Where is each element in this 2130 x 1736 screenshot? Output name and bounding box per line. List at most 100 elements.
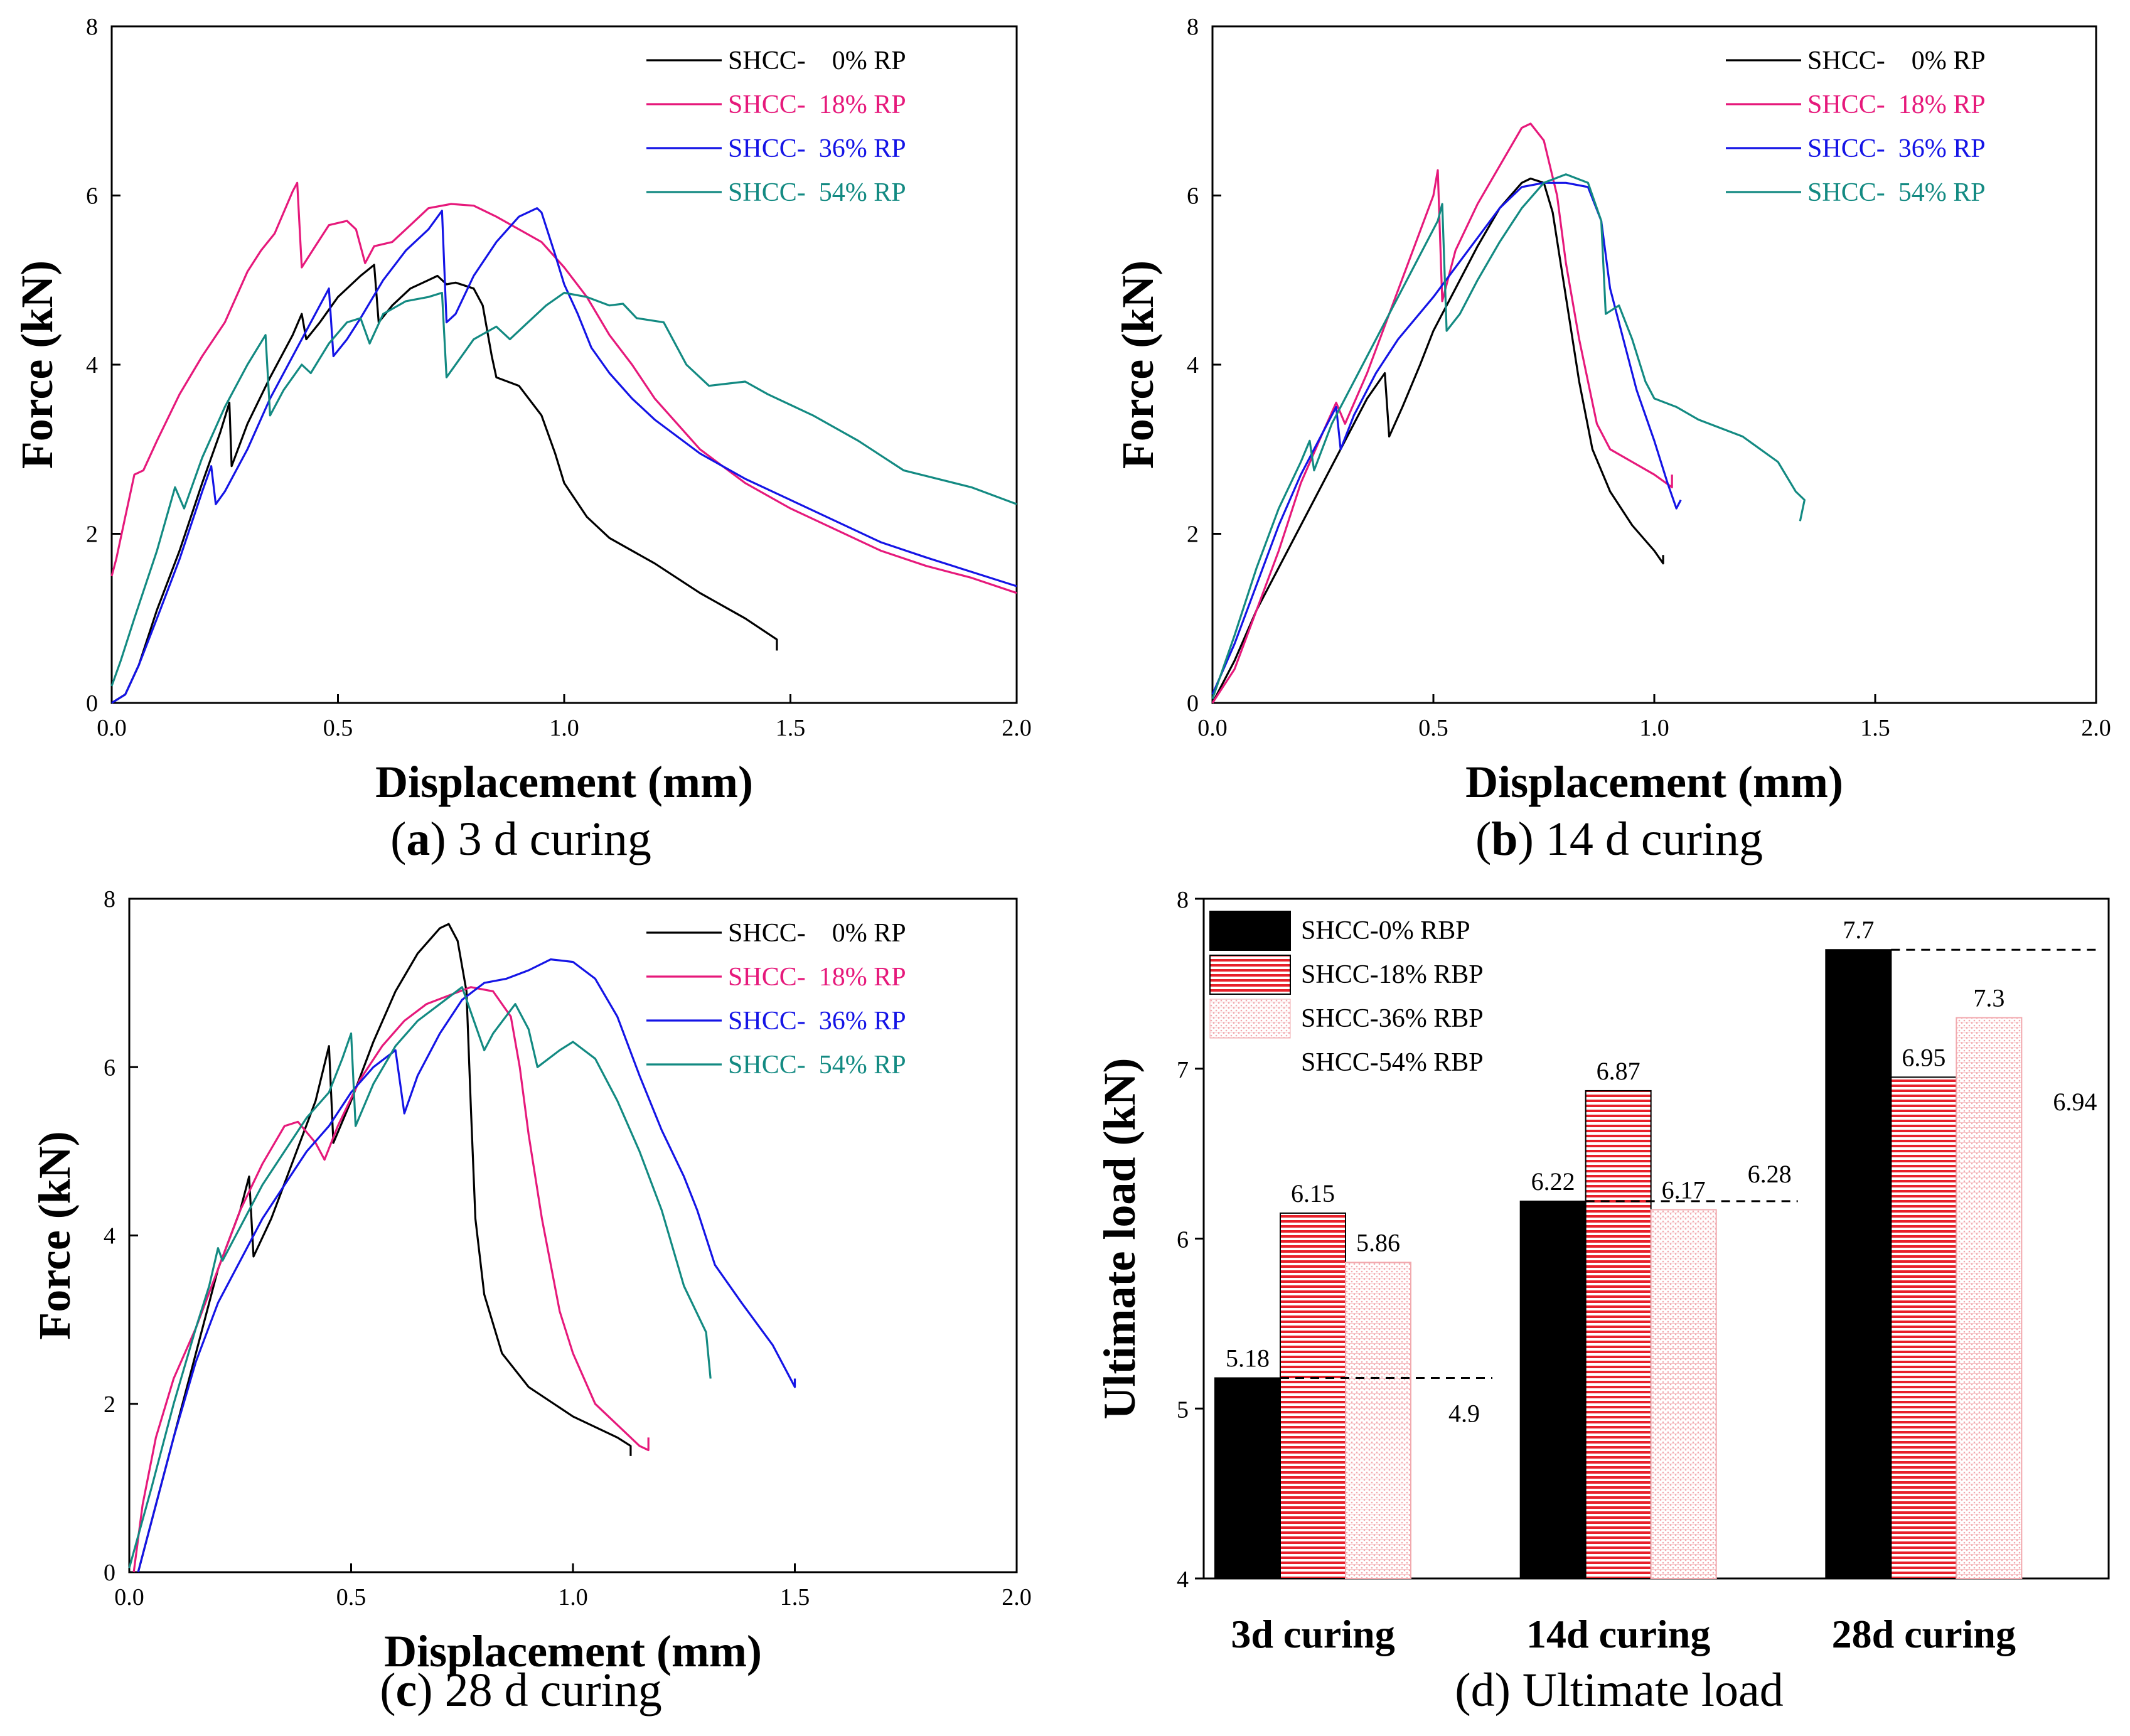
y-axis-title: Force (kN) [1113, 260, 1163, 469]
y-tick-label: 6 [86, 183, 98, 210]
x-tick-label: 1.5 [776, 715, 806, 741]
bar-value-label: 6.22 [1531, 1167, 1575, 1196]
legend-swatch [1209, 999, 1291, 1039]
y-tick-label: 0 [1187, 690, 1199, 717]
legend-label: SHCC-54% RBP [1301, 1048, 1484, 1077]
x-tick-label: 0.5 [336, 1584, 367, 1610]
y-axis-title: Ultimate load (kN) [1094, 1058, 1145, 1420]
legend-label: SHCC-36% RBP [1301, 1004, 1484, 1033]
legend-label: SHCC- 18% RP [1807, 90, 1986, 119]
y-tick-label: 8 [86, 14, 98, 40]
panel-c-force-displacement-28d: 0.0 0.5 1.0 1.5 2.0 0 2 4 6 8 Displacement (mm) For… [29, 886, 1032, 1717]
x-tick-label: 0.5 [1418, 715, 1448, 741]
bar-value-label: 6.17 [1662, 1176, 1706, 1204]
x-axis-title: Displacement (mm) [375, 757, 753, 807]
y-tick-label: 8 [1187, 14, 1199, 40]
bar-1 [1825, 949, 1892, 1579]
y-tick-label: 4 [104, 1223, 115, 1250]
bar-2 [1890, 1076, 1957, 1579]
panel-caption: (a) 3 d curing [390, 813, 651, 865]
bar-value-label: 5.86 [1356, 1228, 1400, 1256]
bar-value-label: 6.15 [1291, 1179, 1335, 1208]
x-tick-label: 1.0 [549, 715, 579, 741]
y-tick-label: 8 [1177, 887, 1189, 913]
bar-4-value-label: 4.9 [1448, 1400, 1480, 1428]
bar-4-value-label: 6.94 [2053, 1088, 2097, 1116]
series-line-1 [137, 923, 632, 1573]
y-tick-label: 4 [86, 352, 98, 378]
x-tick-label: 2.0 [1002, 1584, 1032, 1610]
x-tick-label: 2.0 [1002, 715, 1032, 741]
category-label: 28d curing [1832, 1612, 2016, 1656]
bar-3 [1345, 1262, 1411, 1580]
bar-value-label: 7.3 [1973, 984, 2004, 1012]
legend-label: SHCC- 0% RP [1807, 46, 1986, 75]
series-line-2 [1211, 122, 1673, 704]
panel-b-force-displacement-14d: 0.0 0.5 1.0 1.5 2.0 0 2 4 6 8 Displacement (mm) For… [1113, 14, 2111, 865]
x-tick-label: 0.0 [114, 1584, 144, 1610]
x-tick-label: 1.5 [780, 1584, 810, 1610]
y-tick-label: 6 [1187, 183, 1199, 210]
panel-caption: (b) 14 d curing [1475, 813, 1763, 865]
x-tick-label: 1.5 [1860, 715, 1890, 741]
series-line-3 [137, 958, 796, 1573]
bar-value-label: 7.7 [1843, 916, 1874, 944]
legend-swatch [1209, 955, 1291, 995]
legend-label: SHCC- 0% RP [728, 919, 906, 948]
bar-value-label: 5.18 [1226, 1344, 1270, 1373]
y-tick-label: 0 [104, 1560, 115, 1586]
y-tick-label: 6 [104, 1054, 115, 1081]
legend-label: SHCC- 18% RP [728, 963, 906, 992]
y-tick-label: 8 [104, 886, 115, 913]
x-tick-label: 0.0 [97, 715, 127, 741]
bar-3 [1956, 1017, 2023, 1579]
bar-2 [1585, 1090, 1652, 1579]
x-tick-label: 2.0 [2081, 715, 2111, 741]
y-tick-label: 4 [1187, 352, 1199, 378]
panel-d-ultimate-load-bars: 4 5 6 7 8 Ultimate load (kN) 5.18 6.15 5.86 4.9 3d… [1094, 887, 2110, 1717]
bar-2 [1280, 1212, 1346, 1579]
series-line-2 [132, 986, 650, 1573]
x-axis-title: Displacement (mm) [1465, 757, 1843, 807]
series-line-3 [1211, 181, 1682, 695]
legend-label: SHCC- 54% RP [728, 1051, 906, 1080]
y-tick-label: 6 [1177, 1227, 1189, 1253]
legend-label: SHCC-18% RBP [1301, 960, 1484, 989]
legend-swatch [1209, 911, 1291, 951]
panel-caption: (d) Ultimate load [1455, 1664, 1783, 1717]
y-tick-label: 5 [1177, 1396, 1189, 1423]
legend-label: SHCC- 36% RP [728, 1007, 906, 1036]
category-label: 14d curing [1526, 1612, 1710, 1656]
legend-label: SHCC- 36% RP [1807, 134, 1986, 163]
series-line-4 [110, 291, 1017, 687]
series-line-2 [110, 181, 1017, 594]
legend-label: SHCC- 0% RP [728, 46, 906, 75]
x-axis-title: Displacement (mm) [384, 1626, 762, 1676]
bar-1 [1519, 1200, 1587, 1580]
series-line-1 [1211, 177, 1664, 704]
bar-value-label: 6.95 [1902, 1043, 1945, 1071]
x-tick-label: 0.0 [1197, 715, 1228, 741]
bar-1 [1214, 1377, 1281, 1579]
bar-3 [1650, 1209, 1717, 1580]
series-line-1 [111, 264, 778, 704]
y-tick-label: 2 [1187, 522, 1199, 548]
legend-label: SHCC- 54% RP [728, 178, 906, 207]
bar-value-label: 6.87 [1597, 1057, 1640, 1085]
panel-a-force-displacement-3d: 0.0 0.5 1.0 1.5 2.0 0 2 4 6 8 Displacement (mm) For… [12, 14, 1032, 865]
y-tick-label: 2 [104, 1391, 115, 1418]
y-tick-label: 2 [86, 522, 98, 548]
legend-label: SHCC-0% RBP [1301, 916, 1470, 945]
y-tick-label: 0 [86, 690, 98, 717]
series-line-4 [128, 986, 712, 1568]
bar-4-value-label: 6.28 [1748, 1160, 1792, 1188]
series-line-3 [111, 207, 1017, 704]
x-tick-label: 0.5 [323, 715, 353, 741]
category-label: 3d curing [1231, 1612, 1394, 1656]
x-tick-label: 1.0 [558, 1584, 588, 1610]
series-line-4 [1211, 173, 1806, 699]
panel-caption: (c) 28 d curing [380, 1664, 662, 1717]
legend-label: SHCC- 54% RP [1807, 178, 1986, 207]
y-tick-label: 4 [1177, 1567, 1189, 1593]
